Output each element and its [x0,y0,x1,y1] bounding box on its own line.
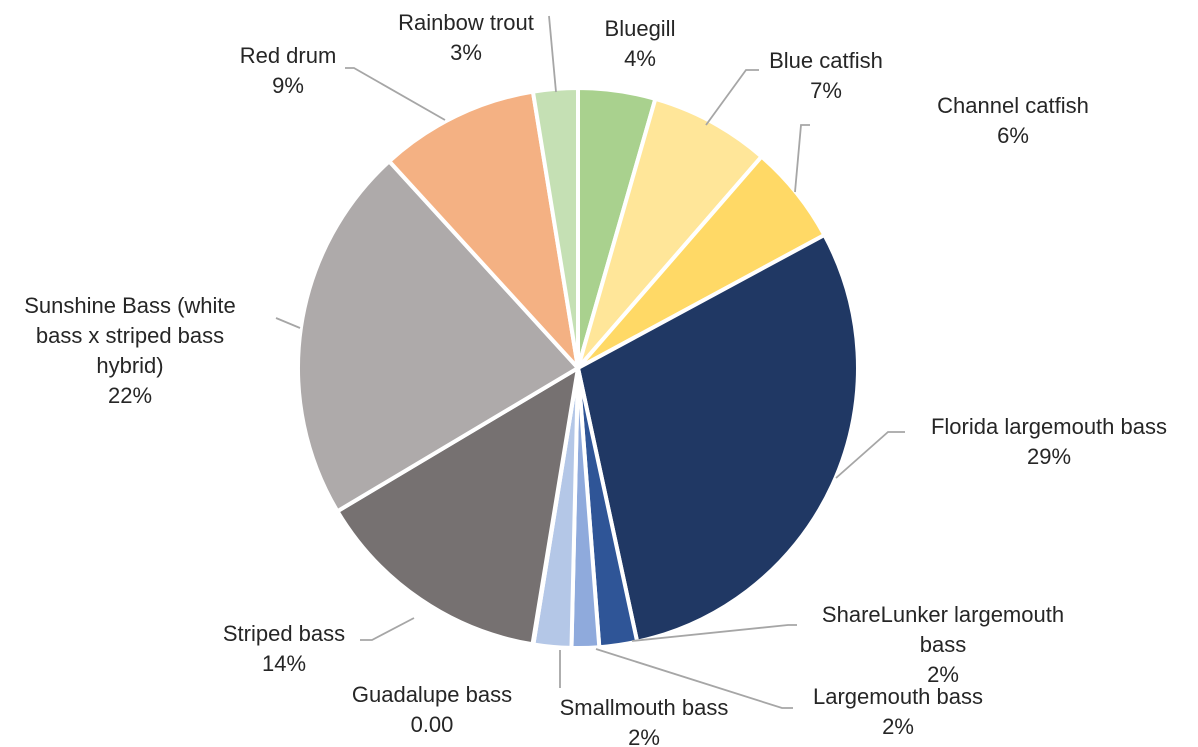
slice-label-striped-bass: Striped bass [223,621,345,646]
pie-slice-striped-bass [335,366,580,647]
slice-value-guadalupe-bass: 0.00 [411,712,454,737]
slice-value-red-drum: 9% [272,73,304,98]
leader-line-largemouth-bass [595,648,793,709]
leader-line-channel-catfish [794,124,810,193]
leader-line-sunshine [275,317,301,329]
slice-value-largemouth-bass: 2% [882,714,914,739]
slice-label-sharelunker-line2: bass [920,632,966,657]
slice-label-channel-catfish: Channel catfish [937,93,1089,118]
slice-label-sunshine-line1: Sunshine Bass (white [24,293,236,318]
slice-label-florida-largemouth-bass: Florida largemouth bass [931,414,1167,439]
slice-value-smallmouth-bass: 2% [628,725,660,747]
slice-label-sharelunker-line1: ShareLunker largemouth [822,602,1064,627]
slice-label-sunshine-line3: hybrid) [96,353,163,378]
slice-label-guadalupe-bass: Guadalupe bass [352,682,512,707]
slice-value-rainbow-trout: 3% [450,40,482,65]
labels: Bluegill 4% Blue catfish 7% Channel catf… [24,10,1167,747]
pie-slice-red-drum [387,89,580,370]
slice-label-bluegill: Bluegill [605,16,676,41]
leader-line-sharelunker [631,624,797,642]
slice-label-blue-catfish: Blue catfish [769,48,883,73]
leader-line-red-drum [345,67,446,121]
slice-value-blue-catfish: 7% [810,78,842,103]
pie-slices [296,86,860,650]
slice-label-rainbow-trout: Rainbow trout [398,10,534,35]
slice-value-sharelunker: 2% [927,662,959,687]
slice-value-striped-bass: 14% [262,651,306,676]
slice-value-sunshine: 22% [108,383,152,408]
leader-line-florida-largemouth-bass [835,431,905,479]
slice-value-bluegill: 4% [624,46,656,71]
pie-slice-blue-catfish [576,96,764,370]
leader-lines [275,15,905,709]
leader-line-striped-bass [360,617,415,641]
slice-label-largemouth-bass: Largemouth bass [813,684,983,709]
pie-slice-florida-largemouth-bass [576,232,860,644]
slice-label-sunshine-line2: bass x striped bass [36,323,224,348]
slice-value-florida-largemouth-bass: 29% [1027,444,1071,469]
slice-label-red-drum: Red drum [240,43,337,68]
slice-label-smallmouth-bass: Smallmouth bass [560,695,729,720]
pie-slice-sunshine-bass-white-bass-x-striped-bass-hybrid [296,159,580,514]
leader-line-blue-catfish [705,69,759,126]
slice-value-channel-catfish: 6% [997,123,1029,148]
leader-line-rainbow-trout [548,15,557,93]
